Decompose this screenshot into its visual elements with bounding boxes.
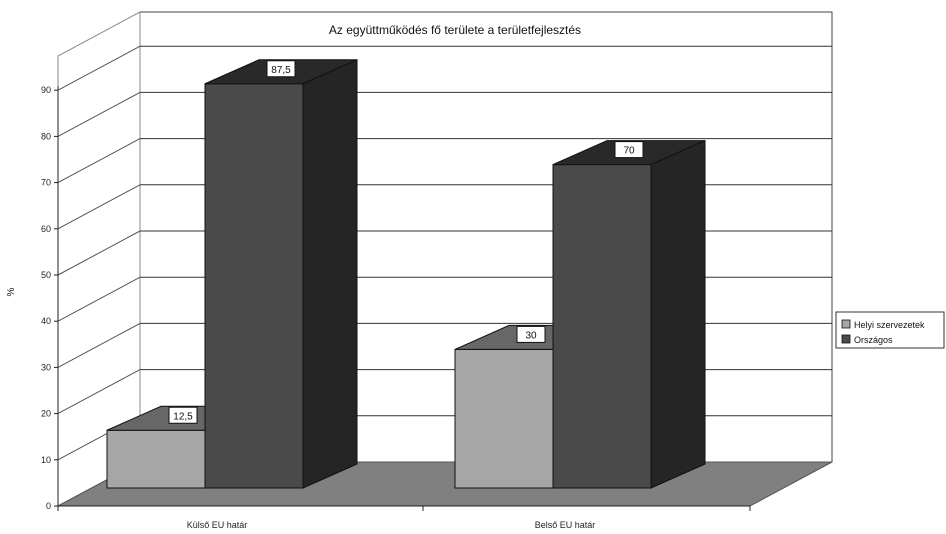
gridline-side	[57, 138, 141, 184]
data-label: 12,5	[173, 411, 193, 422]
legend: Helyi szervezetek Országos	[835, 311, 945, 349]
gridline-side	[57, 322, 141, 368]
y-tick-label: 10	[41, 455, 51, 465]
y-tick-label: 30	[41, 362, 51, 372]
bar-helyi	[106, 429, 206, 489]
gridline-side	[57, 276, 141, 322]
data-labels: 12,5 87,5 30 70	[168, 60, 644, 424]
data-label: 30	[525, 330, 537, 341]
y-axis-label: %	[6, 287, 17, 296]
bar-side	[650, 139, 706, 489]
x-axis: Külső EU határ Belső EU határ	[57, 505, 751, 530]
y-axis: 0 10 20 30 40 50 60 70 80 90	[41, 85, 59, 511]
x-tick-label: Belső EU határ	[535, 520, 596, 530]
bar-orszagos	[204, 83, 304, 489]
data-label: 87,5	[271, 65, 291, 76]
data-label-box	[614, 141, 644, 159]
legend-entry: Országos	[854, 335, 893, 345]
gridline-side	[57, 184, 141, 230]
y-tick-label: 80	[41, 131, 51, 141]
gridline-side	[57, 369, 141, 415]
data-label-box	[516, 325, 546, 343]
y-tick-label: 0	[46, 501, 51, 511]
data-label-box	[168, 406, 198, 424]
x-tick-label: Külső EU határ	[187, 520, 248, 530]
legend-entry: Helyi szervezetek	[854, 320, 925, 330]
y-tick-label: 90	[41, 85, 51, 95]
bar-orszagos	[552, 164, 652, 489]
y-tick-label: 20	[41, 409, 51, 419]
y-tick-label: 50	[41, 270, 51, 280]
legend-box	[835, 311, 945, 349]
gridline-side	[57, 230, 141, 276]
bar-helyi	[454, 348, 554, 489]
y-tick-label: 40	[41, 316, 51, 326]
y-tick-label: 70	[41, 178, 51, 188]
legend-swatch	[841, 334, 851, 344]
gridline-side	[57, 91, 141, 137]
data-label: 70	[623, 146, 635, 157]
legend-swatch	[841, 319, 851, 329]
gridline-side	[57, 45, 141, 91]
bar-side	[302, 58, 358, 489]
y-tick-label: 60	[41, 224, 51, 234]
data-label-box	[266, 60, 296, 78]
chart-title: Az együttműködés fő területe a területfe…	[329, 23, 581, 37]
